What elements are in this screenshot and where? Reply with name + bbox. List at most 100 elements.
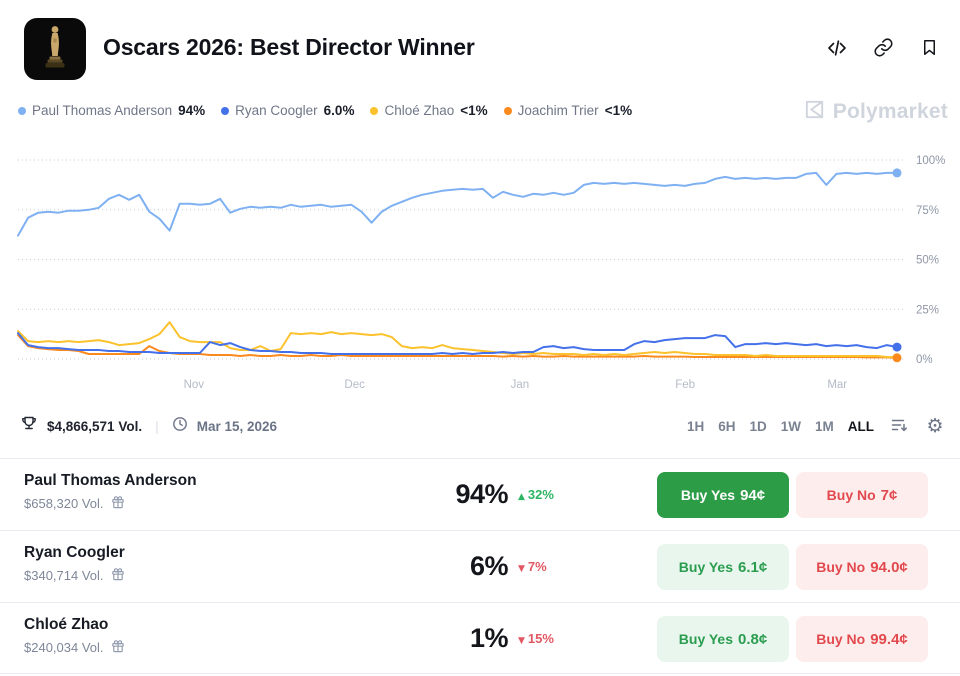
legend-label: Ryan Coogler — [235, 103, 318, 118]
oscar-statue-icon — [40, 23, 70, 76]
buy-yes-label: Buy Yes — [678, 631, 734, 647]
polymarket-logo-icon — [803, 98, 826, 126]
legend-label: Chloé Zhao — [384, 103, 455, 118]
trophy-icon — [20, 415, 38, 438]
gift-icon[interactable] — [111, 495, 125, 512]
sort-button[interactable] — [888, 415, 910, 437]
outcome-name: Paul Thomas Anderson — [24, 472, 197, 489]
end-date: Mar 15, 2026 — [196, 418, 278, 434]
range-1w[interactable]: 1W — [780, 418, 801, 434]
legend-label: Paul Thomas Anderson — [32, 103, 173, 118]
legend-value: 94% — [178, 103, 206, 118]
range-1h[interactable]: 1H — [686, 418, 705, 434]
buy-yes-button[interactable]: Buy Yes 6.1¢ — [657, 544, 789, 590]
change-arrow-icon: ▲ — [518, 492, 525, 502]
embed-button[interactable] — [826, 38, 848, 60]
polymarket-watermark: Polymarket — [803, 98, 948, 126]
buy-no-button[interactable]: Buy No 94.0¢ — [796, 544, 928, 590]
outcome-volume: $658,320 Vol. — [24, 495, 197, 512]
chart-toolbar: $4,866,571 Vol. | Mar 15, 2026 1H 6H 1D … — [0, 408, 960, 444]
range-1d[interactable]: 1D — [749, 418, 767, 434]
bookmark-icon — [920, 37, 939, 61]
event-avatar — [24, 18, 86, 80]
buy-yes-price: 0.8¢ — [738, 630, 768, 648]
outcome-percent: 6% — [469, 551, 509, 581]
svg-text:Mar: Mar — [827, 379, 847, 391]
legend-value: 6.0% — [323, 103, 355, 118]
legend-value: <1% — [460, 103, 488, 118]
buy-no-button[interactable]: Buy No 99.4¢ — [796, 616, 928, 662]
toolbar-controls: 1H 6H 1D 1W 1M ALL ⚙ — [687, 408, 946, 444]
outcome-name: Ryan Coogler — [24, 544, 125, 561]
gift-icon[interactable] — [111, 639, 125, 656]
clock-icon — [172, 416, 188, 437]
outcome-name: Chloé Zhao — [24, 616, 109, 633]
outcome-info: Chloé Zhao $240,034 Vol. — [24, 616, 125, 656]
page-title: Oscars 2026: Best Director Winner — [103, 34, 475, 60]
buy-yes-button[interactable]: Buy Yes 94¢ — [657, 472, 789, 518]
legend-label: Joachim Trier — [517, 103, 599, 118]
legend-dot — [18, 106, 26, 115]
market-row[interactable]: Ryan Coogler $340,714 Vol. — [0, 530, 960, 602]
range-all[interactable]: ALL — [847, 418, 874, 434]
market-row[interactable]: Chloé Zhao $240,034 Vol. 1% — [0, 602, 960, 674]
outcome-odds: 94% ▲ 32% — [420, 459, 554, 530]
change-value: 32% — [527, 487, 554, 502]
link-icon — [873, 37, 894, 61]
copy-link-button[interactable] — [872, 38, 894, 60]
legend-dot — [221, 106, 230, 115]
outcome-percent: 94% — [455, 479, 508, 509]
legend-item[interactable]: Chloé Zhao <1% — [370, 103, 488, 118]
svg-text:25%: 25% — [916, 304, 939, 316]
outcome-change: ▼ 7% — [518, 559, 547, 574]
outcome-change: ▼ 15% — [518, 631, 554, 646]
divider: | — [155, 418, 159, 434]
price-history-chart[interactable]: 100% 75% 50% 25% 0% Nov Dec Jan Feb Mar — [0, 140, 960, 400]
buy-no-price: 7¢ — [880, 486, 898, 504]
outcome-volume-text: $240,034 Vol. — [24, 640, 104, 655]
outcome-volume-text: $340,714 Vol. — [24, 568, 104, 583]
svg-text:0%: 0% — [916, 354, 933, 366]
legend-item[interactable]: Paul Thomas Anderson 94% — [18, 103, 205, 118]
chart-legend: Paul Thomas Anderson 94% Ryan Coogler 6.… — [18, 103, 632, 118]
buy-no-price: 99.4¢ — [870, 630, 908, 648]
buy-no-label: Buy No — [816, 631, 866, 647]
range-1m[interactable]: 1M — [814, 418, 834, 434]
settings-button[interactable]: ⚙ — [924, 415, 946, 437]
outcome-percent: 1% — [469, 622, 509, 653]
buy-yes-button[interactable]: Buy Yes 0.8¢ — [657, 616, 789, 662]
change-value: 7% — [527, 559, 547, 574]
outcome-odds: 6% ▼ 7% — [420, 531, 547, 602]
range-6h[interactable]: 6H — [718, 418, 736, 434]
buy-yes-label: Buy Yes — [678, 559, 734, 575]
outcomes-list: Paul Thomas Anderson $658,320 Vol. — [0, 458, 960, 674]
svg-text:75%: 75% — [916, 205, 939, 217]
legend-item[interactable]: Joachim Trier <1% — [503, 103, 632, 118]
gift-icon[interactable] — [111, 567, 125, 584]
outcome-volume: $240,034 Vol. — [24, 639, 125, 656]
svg-text:Feb: Feb — [675, 379, 695, 391]
outcome-volume-text: $658,320 Vol. — [24, 496, 104, 511]
change-value: 15% — [527, 630, 554, 646]
gear-icon: ⚙ — [926, 414, 944, 437]
toolbar-stats: $4,866,571 Vol. | Mar 15, 2026 — [20, 408, 277, 444]
legend-dot — [370, 106, 379, 115]
total-volume: $4,866,571 Vol. — [47, 418, 143, 434]
svg-text:Dec: Dec — [344, 379, 365, 391]
buy-no-label: Buy No — [826, 487, 876, 503]
change-arrow-icon: ▼ — [518, 635, 525, 646]
buy-no-button[interactable]: Buy No 7¢ — [796, 472, 928, 518]
svg-text:Jan: Jan — [511, 379, 530, 391]
code-icon — [826, 37, 848, 62]
market-row[interactable]: Paul Thomas Anderson $658,320 Vol. — [0, 458, 960, 530]
outcome-info: Ryan Coogler $340,714 Vol. — [24, 544, 125, 584]
bookmark-button[interactable] — [918, 38, 940, 60]
legend-item[interactable]: Ryan Coogler 6.0% — [221, 103, 354, 118]
outcome-info: Paul Thomas Anderson $658,320 Vol. — [24, 472, 197, 512]
sort-descending-icon — [889, 415, 909, 438]
svg-text:100%: 100% — [916, 155, 945, 167]
polymarket-wordmark: Polymarket — [832, 100, 948, 123]
change-arrow-icon: ▼ — [518, 564, 525, 574]
legend-dot — [503, 106, 512, 115]
